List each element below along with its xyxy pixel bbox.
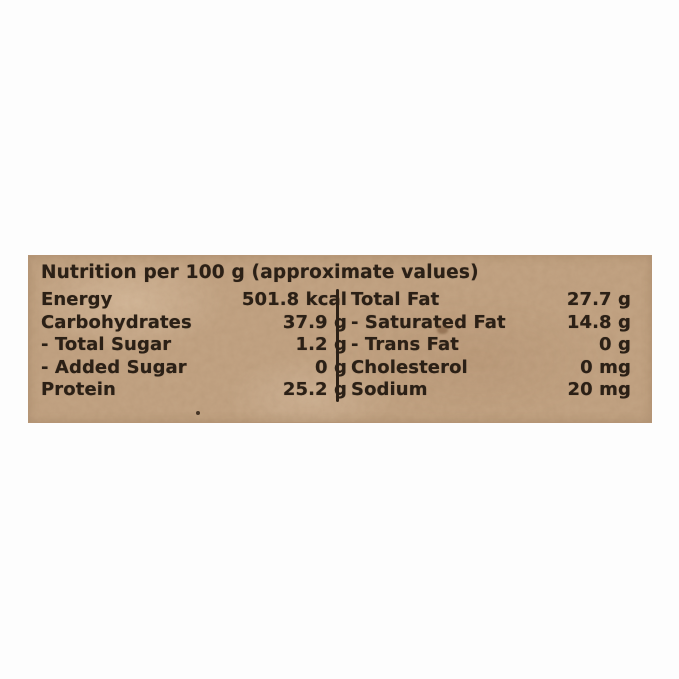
nutrition-label-band: Nutrition per 100 g (approximate values)…	[28, 255, 652, 423]
nutrition-row-added-sugar: - Added Sugar 0 g	[41, 357, 347, 380]
nutrition-row-total-fat: Total Fat 27.7 g	[351, 289, 631, 312]
nutrition-row-energy: Energy 501.8 kcal	[41, 289, 347, 312]
row-value: 37.9 g	[282, 311, 347, 333]
nutrition-right-column: Total Fat 27.7 g - Saturated Fat 14.8 g …	[351, 289, 631, 402]
row-name: Total Fat	[351, 289, 440, 310]
row-name: Carbohydrates	[41, 311, 192, 333]
nutrition-title: Nutrition per 100 g (approximate values)	[41, 262, 479, 283]
nutrition-row-protein: Protein 25.2 g	[41, 379, 347, 402]
row-value: 1.2 g	[295, 334, 347, 355]
row-value: 20 mg	[567, 379, 631, 400]
paper-smudge	[437, 326, 448, 334]
nutrition-row-carbohydrates: Carbohydrates 37.9 g	[41, 312, 347, 335]
row-value: 0 g	[599, 334, 631, 355]
row-name: Sodium	[351, 379, 428, 400]
column-divider-line	[336, 289, 339, 402]
nutrition-row-sodium: Sodium 20 mg	[351, 379, 631, 402]
nutrition-row-total-sugar: - Total Sugar 1.2 g	[41, 334, 347, 357]
row-value: 14.8 g	[566, 311, 631, 333]
row-name: - Total Sugar	[41, 334, 172, 355]
paper-speck	[196, 411, 200, 415]
row-value: 501.8 kcal	[241, 289, 347, 310]
nutrition-row-cholesterol: Cholesterol 0 mg	[351, 357, 631, 380]
row-name: Energy	[41, 289, 113, 310]
row-value: 27.7 g	[566, 289, 631, 310]
row-value: 25.2 g	[282, 379, 347, 400]
row-name: - Trans Fat	[351, 334, 459, 355]
row-name: Cholesterol	[351, 356, 468, 378]
nutrition-left-column: Energy 501.8 kcal Carbohydrates 37.9 g -…	[41, 289, 347, 402]
row-value: 0 g	[315, 356, 347, 378]
row-name: - Saturated Fat	[351, 311, 506, 333]
row-name: Protein	[41, 379, 116, 400]
row-value: 0 mg	[580, 356, 631, 378]
nutrition-row-saturated-fat: - Saturated Fat 14.8 g	[351, 312, 631, 335]
nutrition-row-trans-fat: - Trans Fat 0 g	[351, 334, 631, 357]
row-name: - Added Sugar	[41, 356, 187, 378]
